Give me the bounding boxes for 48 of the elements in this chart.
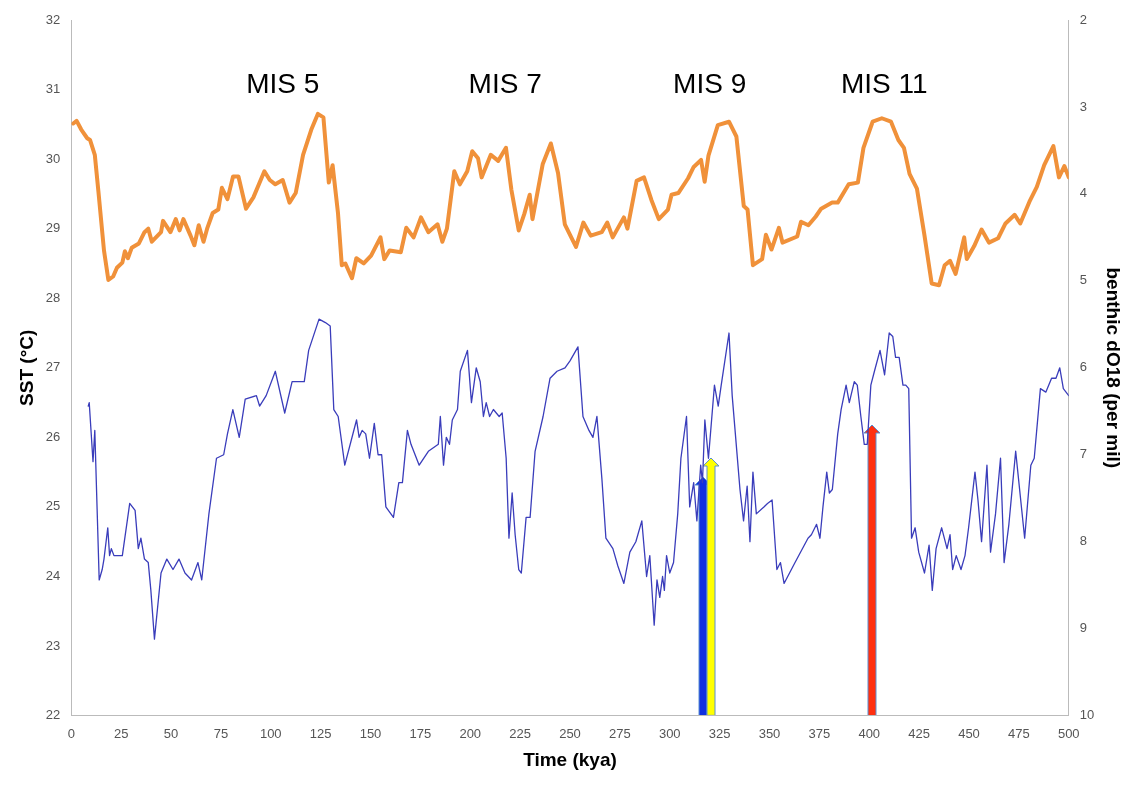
- y-tick-label: 26: [45, 428, 61, 444]
- y-tick-label: 29: [45, 220, 61, 236]
- x-tick-label: 175: [409, 725, 432, 741]
- x-tick-label: 0: [67, 725, 75, 741]
- y-tick-label: 28: [45, 289, 61, 305]
- x-tick-label: 75: [213, 725, 229, 741]
- y-tick-label: 25: [45, 498, 61, 514]
- y2-tick-label: 4: [1079, 185, 1087, 201]
- y-tick-label: 24: [45, 568, 61, 584]
- x-tick-label: 100: [259, 725, 282, 741]
- x-axis-title: Time (kya): [523, 748, 617, 770]
- x-tick-label: 450: [958, 725, 980, 741]
- y2-tick-label: 10: [1079, 707, 1095, 723]
- x-tick-label: 200: [459, 725, 482, 741]
- x-tick-label: 500: [1057, 725, 1080, 741]
- x-tick-label: 25: [113, 725, 129, 741]
- x-tick-label: 300: [658, 725, 681, 741]
- y2-tick-label: 5: [1079, 272, 1087, 288]
- x-tick-label: 250: [559, 725, 581, 741]
- x-tick-label: 225: [509, 725, 531, 741]
- y-tick-label: 22: [45, 707, 61, 723]
- annotation: MIS 11: [840, 68, 928, 100]
- annotation: MIS 5: [246, 68, 320, 100]
- y-tick-label: 31: [45, 81, 61, 97]
- x-tick-label: 350: [758, 725, 781, 741]
- y-axis-title: SST (°C): [15, 329, 37, 406]
- annotation: MIS 9: [673, 68, 747, 100]
- x-tick-label: 400: [858, 725, 881, 741]
- y2-tick-label: 3: [1079, 98, 1087, 114]
- x-tick-label: 50: [163, 725, 179, 741]
- y2-axis-title: benthic dO18 (per mil): [1103, 267, 1125, 469]
- y2-tick-label: 2: [1079, 11, 1087, 27]
- y-tick-label: 30: [45, 150, 61, 166]
- y-tick-label: 32: [45, 11, 61, 27]
- x-tick-label: 375: [808, 725, 831, 741]
- y-tick-label: 23: [45, 637, 61, 653]
- y2-tick-label: 9: [1079, 620, 1087, 636]
- y2-tick-label: 7: [1079, 446, 1087, 462]
- y-tick-label: 27: [45, 359, 61, 375]
- y2-tick-label: 8: [1079, 533, 1087, 549]
- x-tick-label: 150: [359, 725, 382, 741]
- y2-tick-label: 6: [1079, 359, 1087, 375]
- x-tick-label: 125: [309, 725, 332, 741]
- x-tick-label: 425: [908, 725, 930, 741]
- annotation: MIS 7: [468, 68, 542, 100]
- x-tick-label: 325: [708, 725, 731, 741]
- x-tick-label: 475: [1008, 725, 1030, 741]
- x-tick-label: 275: [609, 725, 631, 741]
